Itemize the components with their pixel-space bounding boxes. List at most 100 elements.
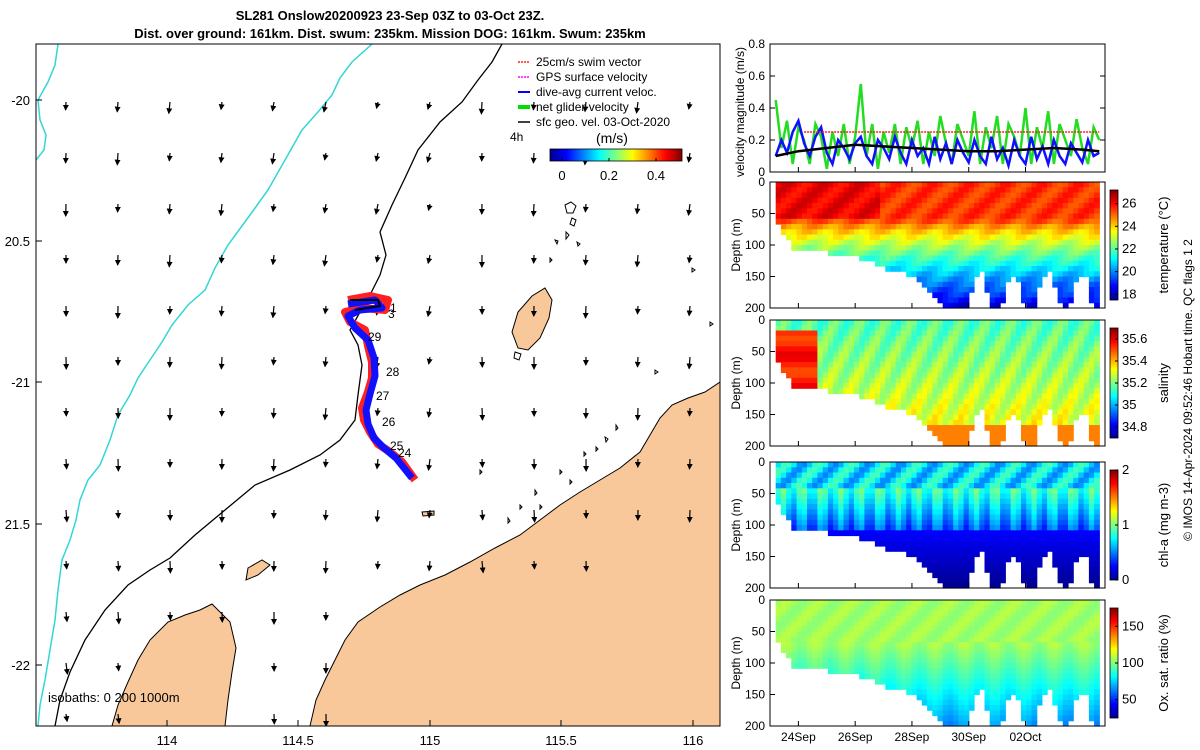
section-cell: [937, 229, 944, 236]
section-cell: [974, 657, 980, 664]
section-cell: [937, 535, 944, 542]
section-cell: [937, 636, 944, 643]
section-cell: [1073, 218, 1079, 225]
section-cell: [974, 341, 980, 347]
section-cell: [864, 388, 871, 395]
section-cell: [932, 621, 939, 627]
section-cell: [942, 663, 949, 669]
section-cell: [942, 631, 949, 638]
section-cell: [859, 530, 865, 537]
section-cell: [780, 615, 787, 622]
section-cell: [833, 621, 839, 627]
section-cell: [895, 673, 902, 680]
section-y-tick-label: 200: [745, 581, 765, 595]
section-cell: [874, 663, 881, 669]
section-cell: [911, 514, 918, 521]
section-cell: [989, 203, 996, 209]
section-cell: [916, 250, 923, 257]
section-cell: [1026, 325, 1032, 332]
section-cell: [1062, 292, 1069, 299]
section-cell: [1026, 197, 1032, 204]
section-cell: [1047, 663, 1053, 669]
section-cell: [989, 582, 996, 589]
geo-velocity-arrow: [686, 203, 693, 216]
section-cell: [901, 631, 907, 638]
section-cell: [932, 462, 939, 468]
section-cell: [796, 335, 803, 342]
section-cell: [1021, 642, 1027, 648]
section-cell: [937, 621, 944, 627]
section-cell: [989, 297, 996, 304]
section-cell: [1000, 699, 1006, 706]
section-cell: [1094, 404, 1100, 410]
section-cell: [833, 362, 839, 368]
section-cell: [989, 673, 996, 680]
section-cell: [927, 605, 933, 612]
section-cell: [947, 203, 954, 209]
section-cell: [796, 472, 803, 479]
section-cell: [932, 631, 939, 638]
section-cell: [932, 647, 939, 654]
section-cell: [812, 642, 818, 648]
section-cell: [984, 668, 991, 675]
section-cell: [890, 367, 897, 374]
section-cell: [1094, 498, 1100, 505]
section-cell: [807, 483, 813, 489]
section-cell: [911, 498, 918, 505]
section-cell: [1083, 341, 1090, 347]
section-cell: [1052, 678, 1059, 685]
section-cell: [895, 393, 902, 400]
section-cell: [807, 320, 813, 326]
section-cell: [848, 472, 855, 479]
section-cell: [822, 234, 829, 241]
section-cell: [1026, 234, 1032, 241]
section-cell: [974, 615, 980, 622]
section-cell: [979, 362, 986, 368]
section-cell: [1010, 234, 1017, 241]
section-cell: [1078, 377, 1085, 384]
geo-velocity-arrow: [270, 101, 277, 112]
section-cell: [1083, 234, 1090, 241]
section-cell: [911, 472, 918, 479]
section-cell: [1010, 673, 1017, 680]
section-cell: [1031, 514, 1038, 521]
section-cell: [1073, 530, 1079, 537]
section-cell: [791, 519, 798, 526]
section-cell: [864, 224, 871, 230]
section-cell: [927, 197, 933, 204]
section-cell: [901, 404, 907, 410]
section-cell: [817, 642, 824, 648]
section-cell: [880, 187, 886, 194]
section-cell: [947, 341, 954, 347]
section-cell: [989, 335, 996, 342]
section-cell: [864, 668, 871, 675]
section-cell: [1010, 356, 1017, 363]
section-cell: [979, 472, 986, 479]
section-cell: [968, 551, 975, 558]
section-cell: [1031, 483, 1038, 489]
section-cell: [838, 229, 845, 236]
section-cell: [1094, 694, 1100, 701]
section-cell: [895, 224, 902, 230]
section-cell: [1015, 234, 1022, 241]
section-cell: [994, 377, 1001, 384]
section-cell: [994, 663, 1001, 669]
section-cell: [953, 525, 959, 531]
section-cell: [989, 234, 996, 241]
section-cell: [874, 621, 881, 627]
section-cell: [994, 715, 1001, 722]
section-cell: [786, 218, 792, 225]
section-cell: [1083, 404, 1090, 410]
section-cell: [864, 600, 871, 606]
section-cell: [1057, 493, 1064, 500]
section-cell: [937, 398, 944, 405]
section-cell: [1036, 271, 1043, 278]
section-cell: [942, 472, 949, 479]
section-cell: [937, 504, 944, 510]
section-cell: [1015, 388, 1022, 395]
section-cell: [994, 239, 1001, 246]
section-y-tick-label: 50: [752, 625, 766, 639]
section-cell: [791, 208, 798, 215]
section-cell: [1000, 341, 1006, 347]
section-cell: [989, 260, 996, 267]
